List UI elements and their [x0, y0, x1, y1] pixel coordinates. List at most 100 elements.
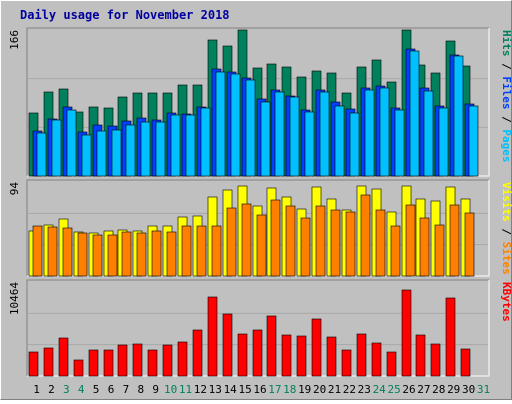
bar-pages-day-8 [140, 121, 151, 177]
chart-title: Daily usage for November 2018 [20, 8, 230, 22]
bar-sites-day-15 [241, 203, 252, 277]
x-tick-label-day-11: 11 [179, 383, 192, 396]
x-tick-label-day-27: 27 [417, 383, 430, 396]
bar-pages-day-3 [66, 109, 77, 177]
bar-pages-day-30 [468, 105, 479, 177]
y-axis-max-label: 94 [8, 182, 21, 196]
bar-pages-day-22 [349, 112, 360, 177]
bar-sites-day-17 [270, 199, 281, 277]
bar-pages-day-15 [245, 79, 256, 177]
bar-kbytes-day-19 [296, 335, 307, 377]
bar-kbytes-day-27 [415, 334, 426, 377]
x-tick-label-day-29: 29 [447, 383, 460, 396]
bar-kbytes-day-20 [311, 318, 322, 377]
bar-kbytes-day-29 [445, 297, 456, 377]
bar-pages-day-25 [394, 109, 405, 177]
bar-kbytes-day-9 [147, 349, 158, 377]
bar-pages-day-17 [274, 91, 285, 177]
bar-pages-day-7 [125, 124, 136, 177]
x-tick-label-day-2: 2 [48, 383, 55, 396]
bar-sites-day-5 [92, 234, 103, 277]
plot-bevel-dark [26, 179, 489, 276]
bar-pages-day-9 [155, 121, 166, 177]
legend-part: / [500, 57, 512, 77]
bar-pages-day-4 [81, 134, 92, 177]
bar-kbytes-day-16 [252, 329, 263, 377]
bar-sites-day-12 [196, 225, 207, 277]
bar-kbytes-day-30 [460, 348, 471, 377]
bar-sites-day-28 [434, 224, 445, 277]
bar-pages-day-28 [438, 107, 449, 177]
bar-sites-day-16 [256, 214, 267, 277]
bar-kbytes-day-22 [341, 349, 352, 377]
bar-sites-day-9 [151, 230, 162, 277]
x-tick-label-day-31: 31 [477, 383, 490, 396]
bar-pages-day-26 [409, 50, 420, 177]
x-tick-label-day-4: 4 [78, 383, 85, 396]
bar-pages-day-19 [304, 111, 315, 177]
legend-part: Hits [500, 30, 512, 57]
x-tick-label-day-7: 7 [123, 383, 130, 396]
y-axis-max-label: 10464 [8, 282, 21, 315]
bar-kbytes-day-21 [326, 336, 337, 377]
x-tick-label-day-8: 8 [137, 383, 144, 396]
x-tick-label-day-21: 21 [328, 383, 341, 396]
bar-sites-day-7 [121, 231, 132, 277]
series-legend-label: Visits / Sites [500, 182, 512, 275]
bar-pages-day-13 [215, 71, 226, 177]
x-tick-label-day-13: 13 [209, 383, 222, 396]
x-tick-label-day-20: 20 [313, 383, 326, 396]
bar-pages-day-6 [111, 129, 122, 177]
bar-pages-day-5 [96, 130, 107, 177]
x-tick-label-day-10: 10 [164, 383, 177, 396]
bar-sites-day-6 [107, 234, 118, 277]
bar-sites-day-14 [226, 207, 237, 277]
bar-pages-day-21 [334, 105, 345, 177]
bar-kbytes-day-24 [371, 342, 382, 377]
x-tick-label-day-24: 24 [373, 383, 387, 396]
bar-kbytes-day-12 [192, 329, 203, 377]
legend-part: Files [500, 76, 512, 109]
bar-pages-day-1 [36, 132, 47, 177]
bar-kbytes-day-18 [281, 334, 292, 377]
bar-pages-day-24 [379, 87, 390, 177]
bar-sites-day-18 [285, 205, 296, 277]
hits-files-pages-panel: 166 Hits / Files / Pages [8, 27, 512, 177]
bar-sites-day-10 [166, 231, 177, 277]
x-tick-label-day-9: 9 [152, 383, 159, 396]
bar-kbytes-day-17 [266, 315, 277, 377]
x-tick-label-day-19: 19 [298, 383, 311, 396]
bar-pages-day-2 [51, 119, 62, 177]
bar-sites-day-26 [405, 204, 416, 277]
bar-kbytes-day-15 [237, 333, 248, 377]
x-tick-label-day-15: 15 [238, 383, 251, 396]
legend-part: Sites [500, 242, 512, 275]
bar-sites-day-3 [62, 227, 73, 277]
bar-sites-day-24 [375, 209, 386, 277]
bar-sites-day-29 [449, 204, 460, 277]
bar-kbytes-day-10 [162, 344, 173, 377]
bar-pages-day-29 [453, 55, 464, 177]
series-legend-label: KBytes [500, 282, 512, 322]
bar-kbytes-day-4 [73, 359, 84, 377]
bar-pages-day-16 [260, 101, 271, 177]
bar-kbytes-day-26 [401, 289, 412, 377]
bar-pages-day-23 [364, 89, 375, 177]
x-tick-label-day-1: 1 [33, 383, 40, 396]
legend-part: KBytes [500, 282, 512, 322]
x-tick-label-day-14: 14 [224, 383, 238, 396]
x-tick-label-day-5: 5 [93, 383, 100, 396]
legend-part: / [500, 222, 512, 242]
bar-sites-day-20 [315, 205, 326, 277]
x-tick-label-day-22: 22 [343, 383, 356, 396]
y-axis-max-label: 166 [8, 30, 21, 50]
x-tick-label-day-17: 17 [268, 383, 281, 396]
bar-sites-day-30 [464, 212, 475, 277]
x-tick-label-day-6: 6 [108, 383, 115, 396]
bar-sites-day-23 [360, 194, 371, 277]
bar-pages-day-11 [185, 114, 196, 177]
bar-sites-day-4 [77, 232, 88, 277]
